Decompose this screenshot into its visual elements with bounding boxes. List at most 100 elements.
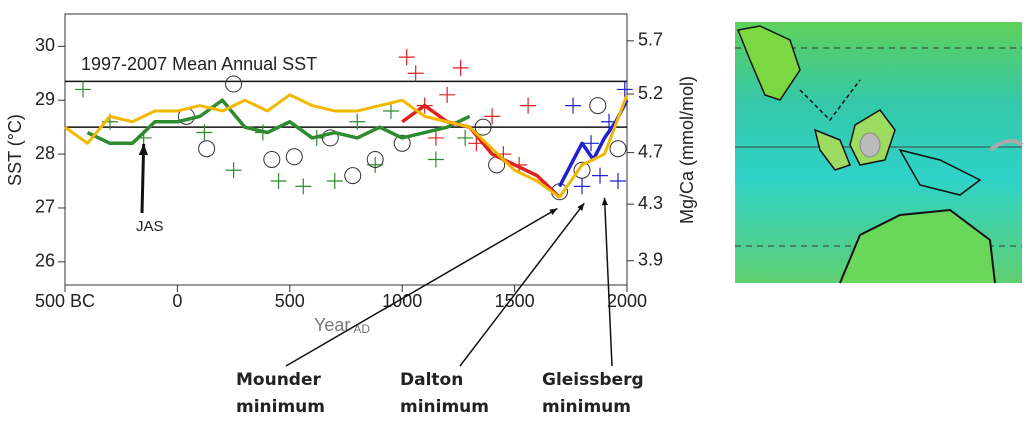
y2-axis-label: Mg/Ca (mmol/mol)	[677, 76, 697, 224]
cross-marker	[74, 81, 91, 98]
scatter-point	[263, 150, 281, 168]
x-axis-label-main: Year	[314, 315, 350, 335]
cross-marker	[565, 97, 582, 114]
cross-marker	[574, 178, 591, 195]
circle-marker	[198, 140, 216, 158]
cross-marker	[427, 151, 444, 168]
y-tick-label: 26	[35, 251, 55, 271]
annotation-text: Dalton	[400, 370, 463, 390]
land	[839, 208, 996, 284]
contour	[988, 139, 1024, 152]
circle-marker	[344, 167, 362, 185]
y2-tick-label: 4.7	[638, 141, 663, 161]
scatter-point	[574, 178, 591, 195]
plot-frame	[64, 13, 628, 286]
series-line	[401, 103, 561, 199]
y-tick-label: 30	[35, 35, 55, 55]
circle-marker	[474, 118, 492, 136]
y2-tick-label: 5.2	[638, 83, 663, 103]
scatter-point	[520, 97, 537, 114]
annotation-arrow	[140, 143, 146, 214]
land	[736, 25, 801, 101]
cross-marker	[225, 162, 242, 179]
arrow-head	[577, 203, 585, 211]
scatter-point	[74, 81, 91, 98]
circle-marker	[366, 150, 384, 168]
map	[735, 22, 1024, 284]
cross-marker	[326, 173, 343, 190]
series-line	[64, 93, 629, 199]
scatter-point	[427, 129, 444, 146]
y-tick-label: 28	[35, 143, 55, 163]
cross-marker	[457, 129, 474, 146]
cross-marker	[583, 135, 600, 152]
scatter-point	[321, 129, 339, 147]
scatter-point	[225, 75, 243, 93]
land	[859, 132, 881, 158]
reference-label: 1997-2007 Mean Annual SST	[81, 54, 317, 74]
scatter-point	[565, 97, 582, 114]
cross-marker	[452, 59, 469, 76]
scatter-point	[592, 167, 609, 184]
circle-marker	[589, 97, 607, 115]
scatter-point	[398, 49, 415, 66]
x-axis-label-sub: AD	[353, 322, 370, 336]
coast	[799, 79, 861, 122]
scatter-point	[270, 173, 287, 190]
scatter-point	[474, 118, 492, 136]
x-tick-label: 500	[275, 291, 305, 311]
cross-marker	[610, 173, 627, 190]
cross-marker	[295, 178, 312, 195]
scatter-point	[616, 81, 633, 98]
annotation-text: Mounder	[236, 370, 322, 390]
annotation-arrow	[459, 202, 585, 367]
scatter-point	[393, 134, 411, 152]
scatter-point	[344, 167, 362, 185]
y-tick-label: 29	[35, 89, 55, 109]
circle-marker	[393, 134, 411, 152]
x-tick-label: 1000	[382, 291, 422, 311]
cross-marker	[592, 167, 609, 184]
annotation-arrow	[285, 207, 558, 367]
cross-marker	[616, 81, 633, 98]
circle-marker	[321, 129, 339, 147]
cross-marker	[382, 102, 399, 119]
y2-tick-label: 4.3	[638, 193, 663, 213]
cross-marker	[484, 108, 501, 125]
scatter-point	[583, 135, 600, 152]
annotation-text: minimum	[542, 397, 631, 417]
scatter-point	[427, 151, 444, 168]
circle-marker	[609, 140, 627, 158]
annotation-text: JAS	[136, 218, 164, 235]
annotation-text: Gleissberg	[542, 370, 644, 390]
scatter-point	[382, 102, 399, 119]
scatter-point	[198, 140, 216, 158]
circle-marker	[285, 148, 303, 166]
cross-marker	[270, 173, 287, 190]
y-tick-label: 27	[35, 197, 55, 217]
scatter-point	[295, 178, 312, 195]
land	[898, 148, 982, 196]
scatter-point	[225, 162, 242, 179]
cross-marker	[520, 97, 537, 114]
scatter-point	[573, 161, 591, 179]
x-tick-label: 1500	[495, 291, 535, 311]
annotation-text: minimum	[236, 397, 325, 417]
arrow-head	[549, 208, 558, 215]
cross-marker	[398, 49, 415, 66]
cross-marker	[427, 129, 444, 146]
cross-marker	[349, 113, 366, 130]
y2-tick-label: 3.9	[638, 249, 663, 269]
circle-marker	[263, 150, 281, 168]
scatter-point	[366, 150, 384, 168]
cross-marker	[196, 124, 213, 141]
scatter-point	[609, 140, 627, 158]
circle-marker	[573, 161, 591, 179]
scatter-point	[610, 173, 627, 190]
scatter-point	[326, 173, 343, 190]
x-tick-label: 0	[172, 291, 182, 311]
cross-marker	[407, 65, 424, 82]
annotation-arrow	[603, 197, 613, 367]
